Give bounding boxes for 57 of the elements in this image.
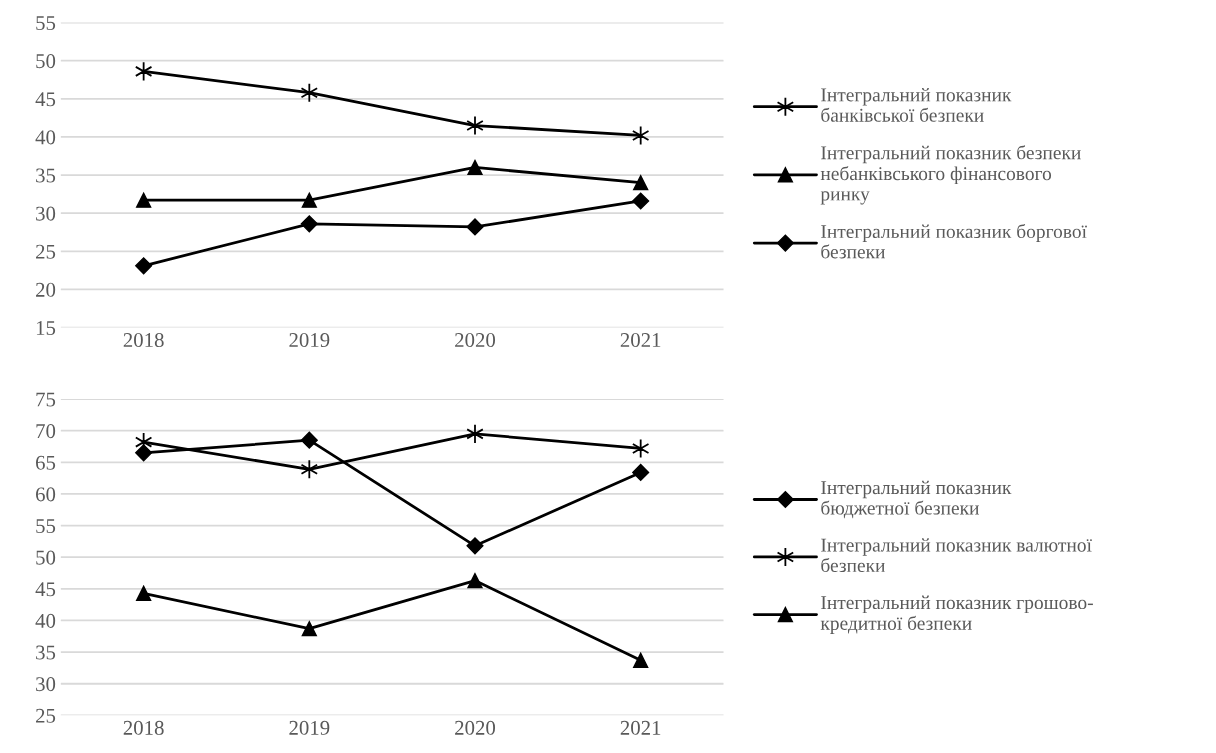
point	[135, 444, 153, 462]
y-tick-label: 50	[36, 54, 56, 69]
legend-label: Інтегральний показник грошово- кредитної безпеки	[820, 595, 1093, 634]
point	[135, 257, 153, 275]
point	[633, 175, 649, 191]
y-tick-label: 35	[36, 168, 56, 183]
point	[632, 192, 650, 210]
point	[467, 159, 483, 176]
y-tick-label: 40	[35, 130, 56, 145]
point	[300, 459, 319, 480]
point	[631, 125, 650, 146]
y-tick-label: 30	[36, 206, 56, 221]
point	[300, 82, 319, 103]
legend-label: Інтегральний показник бюджетної безпеки	[821, 480, 1012, 519]
y-tick-label: 75	[36, 392, 56, 407]
x-tick-label: 2020	[455, 720, 496, 735]
y-tick-label: 45	[35, 582, 56, 597]
point	[467, 572, 483, 589]
point	[633, 652, 649, 668]
x-tick-label: 2018	[123, 720, 164, 735]
y-tick-label: 30	[36, 677, 56, 692]
point	[466, 423, 484, 444]
x-tick-label: 2021	[620, 720, 661, 735]
point	[136, 585, 152, 601]
x-tick-label: 2020	[455, 333, 496, 348]
y-tick-label: 35	[36, 645, 56, 660]
point	[300, 431, 318, 449]
x-tick-label: 2019	[289, 720, 330, 735]
x-tick-label: 2021	[620, 333, 661, 348]
legend-label: Інтегральний показник боргової безпеки	[821, 223, 1087, 259]
point	[466, 537, 484, 555]
point	[134, 61, 153, 82]
y-tick-label: 55	[36, 519, 56, 534]
point	[632, 463, 650, 482]
y-tick-label: 65	[36, 455, 56, 470]
legend-label: Інтегральний показник валютної безпеки	[821, 538, 1092, 573]
y-tick-label: 40	[35, 613, 56, 628]
y-tick-label: 50	[36, 550, 56, 565]
y-tick-label: 55	[36, 16, 56, 31]
x-tick-label: 2019	[289, 333, 330, 348]
y-tick-label: 45	[35, 92, 56, 107]
point	[301, 192, 317, 208]
y-tick-label: 25	[36, 244, 56, 259]
y-tick-label: 60	[36, 487, 56, 502]
y-tick-label: 20	[36, 282, 56, 297]
legend-label: Інтегральний показник банківської безпеки	[821, 87, 1012, 122]
y-tick-label: 15	[36, 321, 56, 335]
point	[300, 215, 318, 233]
point	[136, 192, 152, 208]
point	[466, 115, 484, 136]
x-tick-label: 2018	[123, 333, 164, 348]
point	[631, 438, 650, 459]
point	[301, 621, 317, 637]
point	[466, 218, 484, 236]
y-tick-label: 70	[36, 424, 56, 439]
y-tick-label: 25	[36, 708, 56, 723]
legend-label: Інтегральний показник безпеки небанківського фінансового ринку	[820, 145, 1081, 205]
